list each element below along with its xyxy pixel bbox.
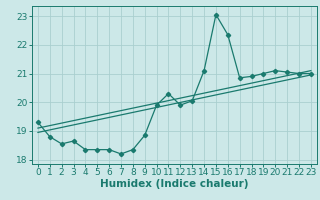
X-axis label: Humidex (Indice chaleur): Humidex (Indice chaleur) xyxy=(100,179,249,189)
